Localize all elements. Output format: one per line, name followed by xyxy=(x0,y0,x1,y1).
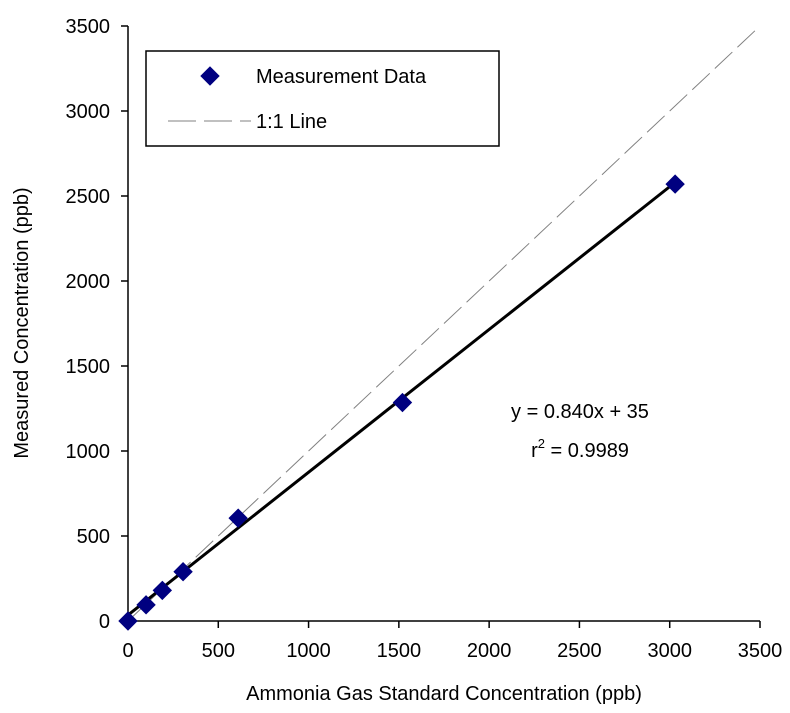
r-exponent: 2 xyxy=(538,436,545,451)
data-point xyxy=(228,508,248,528)
y-tick-label: 2500 xyxy=(66,186,111,208)
r-value: = 0.9989 xyxy=(545,440,629,462)
x-tick-label: 2000 xyxy=(467,640,512,662)
x-tick-label: 3000 xyxy=(647,640,692,662)
fit-equation: y = 0.840x + 35 xyxy=(511,401,649,423)
data-point xyxy=(665,174,685,194)
legend: Measurement Data 1:1 Line xyxy=(145,50,500,147)
r-squared-label: r2 = 0.9989 xyxy=(531,436,629,462)
legend-label-one-to-one: 1:1 Line xyxy=(256,111,327,133)
y-axis: 0 500 1000 1500 2000 2500 3000 3500 xyxy=(66,16,129,633)
legend-label-measurement: Measurement Data xyxy=(256,66,427,88)
x-tick-label: 1500 xyxy=(377,640,422,662)
legend-box xyxy=(145,50,500,147)
legend-diamond-icon xyxy=(200,66,220,86)
y-axis-title: Measured Concentration (ppb) xyxy=(11,187,33,458)
x-tick-label: 3500 xyxy=(738,640,783,662)
data-point xyxy=(152,580,173,601)
data-points xyxy=(118,174,685,631)
x-axis-title: Ammonia Gas Standard Concentration (ppb) xyxy=(246,683,642,705)
x-tick-label: 1000 xyxy=(286,640,331,662)
x-tick-label: 0 xyxy=(122,640,133,662)
x-tick-label: 2500 xyxy=(557,640,602,662)
y-tick-label: 0 xyxy=(99,611,110,633)
x-axis: 0 500 1000 1500 2000 2500 3000 3500 xyxy=(122,620,783,662)
y-tick-label: 2000 xyxy=(66,271,111,293)
r-symbol: r xyxy=(531,440,538,462)
data-point xyxy=(118,611,138,631)
y-tick-label: 3500 xyxy=(66,16,111,38)
data-point xyxy=(136,595,156,615)
y-tick-label: 1500 xyxy=(66,356,111,378)
y-tick-label: 500 xyxy=(77,526,110,548)
y-tick-label: 3000 xyxy=(66,101,111,123)
y-tick-label: 1000 xyxy=(66,441,111,463)
data-point xyxy=(392,392,413,413)
data-point xyxy=(173,561,193,582)
x-tick-label: 500 xyxy=(202,640,235,662)
